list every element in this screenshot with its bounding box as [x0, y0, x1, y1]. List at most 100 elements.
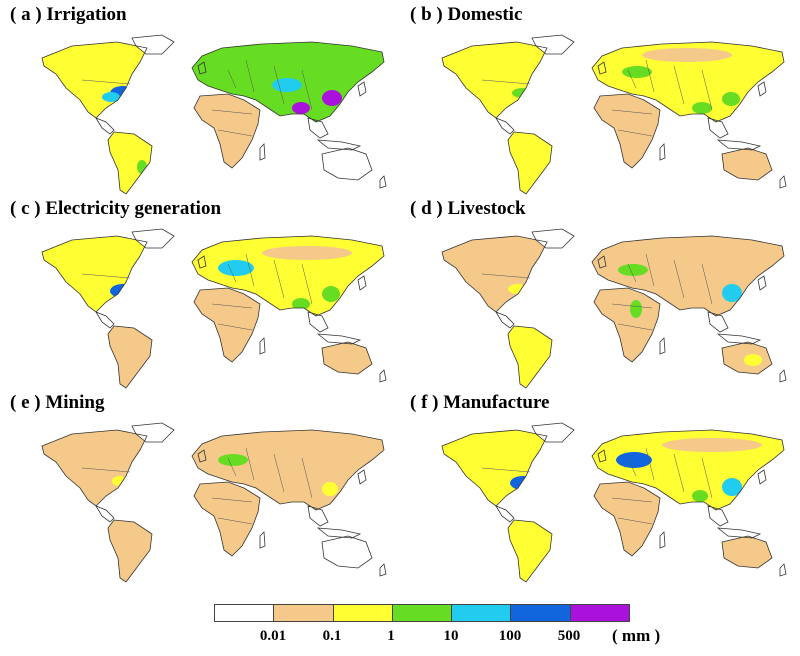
- coastline-japan: [757, 81, 767, 97]
- country-border: [627, 263, 637, 283]
- value-region: [722, 478, 742, 496]
- coastline-greenland: [531, 34, 575, 55]
- coastline-centralAmerica: [95, 311, 115, 329]
- legend-tick: 0.1: [322, 628, 342, 644]
- value-region: [532, 229, 574, 248]
- value-region: [594, 482, 660, 556]
- coastline-greenland: [131, 228, 175, 249]
- panel-title: ( d ) Livestock: [410, 198, 526, 219]
- value-region: [102, 92, 120, 102]
- country-border: [627, 69, 637, 89]
- coastline-northAmerica: [441, 429, 548, 507]
- panel-domestic: ( b ) Domestic: [400, 4, 800, 214]
- coastline-japan: [357, 275, 367, 291]
- coastline-indonesia: [316, 527, 362, 539]
- country-border: [701, 69, 713, 111]
- coastline-africa: [193, 287, 261, 363]
- coastline-indonesia: [716, 333, 762, 345]
- country-border: [611, 497, 653, 503]
- country-border: [227, 457, 237, 477]
- coastline-australia: [321, 535, 373, 569]
- coastline-uk: [197, 449, 207, 463]
- value-region: [132, 423, 174, 442]
- value-region: [744, 354, 762, 366]
- coastline-greenland: [131, 422, 175, 443]
- country-border: [673, 259, 685, 299]
- legend-tick: 500: [557, 628, 581, 644]
- value-region: [292, 298, 310, 310]
- value-region: [692, 490, 708, 502]
- coastline-africa: [593, 287, 661, 363]
- legend-swatch: [570, 605, 629, 621]
- legend-tick: 1: [387, 628, 395, 644]
- value-region: [322, 342, 372, 374]
- country-border: [81, 467, 131, 473]
- coastline-greenland: [531, 422, 575, 443]
- coastline-indochina: [707, 505, 729, 527]
- coastline-northAmerica: [41, 429, 148, 507]
- country-border: [301, 263, 313, 305]
- value-region: [42, 236, 147, 312]
- coastline-madagascar: [259, 143, 266, 161]
- world-map: [441, 34, 787, 195]
- coastline-uk: [597, 449, 607, 463]
- country-border: [245, 253, 255, 287]
- country-border: [217, 129, 253, 137]
- country-border: [301, 457, 313, 499]
- value-region: [642, 48, 732, 62]
- country-border: [701, 457, 713, 499]
- country-border: [617, 323, 653, 331]
- coastline-eurasia: [591, 235, 785, 317]
- value-region: [262, 436, 372, 452]
- country-border: [81, 79, 131, 85]
- coastline-southAmerica: [107, 325, 153, 389]
- value-region: [292, 102, 310, 114]
- coastline-australia: [321, 147, 373, 181]
- country-border: [481, 273, 531, 279]
- coastline-madagascar: [259, 531, 266, 549]
- coastline-newzealand: [779, 563, 787, 577]
- country-border: [217, 517, 253, 525]
- value-region: [722, 284, 742, 302]
- coastline-greenland: [131, 34, 175, 55]
- value-region: [322, 286, 340, 302]
- panel-mining: ( e ) Mining: [0, 392, 400, 602]
- coastline-northAmerica: [41, 41, 148, 119]
- legend-unit: ( mm ): [612, 626, 661, 645]
- coastline-japan: [357, 81, 367, 97]
- country-border: [481, 79, 531, 85]
- country-border: [673, 453, 685, 493]
- coastline-indonesia: [316, 139, 362, 151]
- panel-irrigation: ( a ) Irrigation: [0, 4, 400, 214]
- country-border: [81, 273, 131, 279]
- value-region: [622, 66, 652, 78]
- legend-swatch: [215, 605, 275, 621]
- country-border: [627, 457, 637, 477]
- coastline-japan: [757, 275, 767, 291]
- coastline-centralAmerica: [495, 311, 515, 329]
- country-border: [211, 303, 253, 309]
- coastline-centralAmerica: [95, 117, 115, 135]
- world-map: [441, 422, 787, 583]
- coastline-greenland: [531, 228, 575, 249]
- coastline-centralAmerica: [495, 505, 515, 523]
- coastline-northAmerica: [441, 235, 548, 313]
- value-region: [194, 94, 260, 168]
- coastline-southAmerica: [507, 325, 553, 389]
- coastline-africa: [593, 481, 661, 557]
- coastline-northAmerica: [441, 41, 548, 119]
- value-region: [322, 536, 372, 568]
- value-region: [322, 482, 338, 496]
- country-border: [211, 497, 253, 503]
- panel-title: ( f ) Manufacture: [410, 392, 550, 413]
- coastline-indochina: [307, 117, 329, 139]
- country-border: [481, 467, 531, 473]
- coastline-newzealand: [779, 369, 787, 383]
- coastline-southAmerica: [507, 131, 553, 195]
- value-region: [512, 88, 532, 98]
- coastline-eurasia: [591, 429, 785, 511]
- value-region: [137, 160, 147, 174]
- legend-swatch: [392, 605, 453, 621]
- country-border: [645, 253, 655, 287]
- panel-livestock: ( d ) Livestock: [400, 198, 800, 408]
